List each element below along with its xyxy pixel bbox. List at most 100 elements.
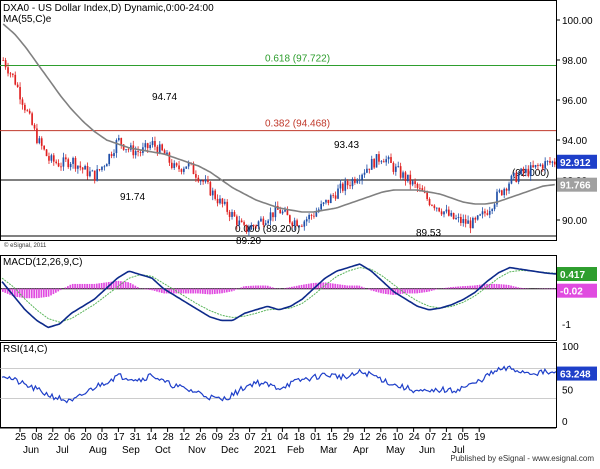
candle-body [229, 212, 231, 217]
candle-body [243, 222, 245, 225]
x-day-label: 21 [261, 432, 273, 443]
macd-histogram-bar [185, 289, 187, 294]
macd-histogram-bar [346, 285, 348, 288]
macd-histogram-bar [2, 289, 4, 292]
macd-histogram-bar [330, 283, 332, 289]
macd-histogram-bar [265, 286, 267, 289]
candle-body [554, 162, 556, 165]
candle-body [359, 180, 361, 181]
macd-histogram-bar [428, 289, 430, 292]
macd-histogram-bar [363, 288, 365, 289]
macd-histogram-bar [450, 287, 452, 289]
candle-body [181, 169, 183, 172]
candle-body [308, 215, 310, 219]
candle-body [236, 216, 238, 225]
macd-panel: -10.417-0.02 [0, 264, 597, 331]
macd-histogram-bar [41, 289, 43, 298]
macd-histogram-bar [467, 286, 469, 289]
macd-histogram-bar [55, 289, 57, 293]
panels [0, 1, 557, 429]
candle-body [200, 180, 202, 181]
macd-histogram-bar [219, 289, 221, 294]
candle-body [36, 128, 38, 143]
macd-histogram-bar [469, 286, 471, 289]
macd-histogram-bar [301, 285, 303, 289]
rsi-y-tick-label-50: 50 [562, 386, 574, 397]
candle-body [125, 149, 127, 150]
macd-histogram-bar [455, 287, 457, 289]
candle-body [258, 221, 260, 226]
rsi-line [2, 366, 556, 402]
macd-histogram-bar [45, 289, 47, 297]
macd-histogram-bar [269, 287, 271, 289]
macd-histogram-bar [255, 286, 257, 289]
macd-histogram-bar [180, 289, 182, 294]
candle-body [376, 154, 378, 167]
candle-body [135, 151, 137, 155]
candle-body [113, 153, 115, 156]
macd-histogram-bar [98, 283, 100, 288]
candle-body [101, 167, 103, 170]
candle-body [284, 210, 286, 212]
macd-histogram-bar [448, 287, 450, 288]
macd-histogram-bar [79, 284, 81, 289]
macd-histogram-bar [431, 289, 433, 291]
copyright-label: © eSignal, 2011 [4, 242, 47, 249]
macd-histogram-bar [81, 284, 83, 289]
candle-body [479, 214, 481, 215]
macd-histogram-bar [462, 286, 464, 289]
macd-histogram-bar [195, 289, 197, 294]
x-day-label: 17 [113, 432, 125, 443]
macd-histogram-bar [228, 289, 230, 292]
macd-histogram-bar [491, 284, 493, 289]
candle-body [511, 176, 513, 184]
x-day-label: 09 [212, 432, 224, 443]
candle-body [118, 138, 120, 140]
macd-histogram-bar [477, 285, 479, 289]
x-month-label: Jun [419, 445, 435, 456]
macd-histogram-bar [332, 283, 334, 288]
price-panel: 90.0092.0094.0096.0098.00100.0094.7491.7… [2, 16, 597, 247]
candle-body [60, 166, 62, 167]
macd-histogram-bar [214, 289, 216, 294]
x-month-label: Apr [353, 445, 369, 456]
macd-histogram-bar [436, 289, 438, 290]
macd-histogram-bar [460, 286, 462, 288]
macd-histogram-bar [424, 289, 426, 293]
macd-histogram-bar [342, 285, 344, 289]
macd-histogram-bar [551, 289, 553, 290]
x-day-label: 15 [327, 432, 339, 443]
candle-body [542, 165, 544, 169]
candle-body [347, 181, 349, 185]
candle-body [197, 178, 199, 182]
candle-body [552, 162, 554, 163]
candle-body [446, 210, 448, 212]
candle-body [120, 138, 122, 144]
candle-body [513, 173, 515, 176]
candle-body [405, 172, 407, 181]
candle-body [356, 181, 358, 183]
candle-body [330, 195, 332, 203]
macd-histogram-bar [72, 284, 74, 289]
candle-body [400, 166, 402, 178]
macd-histogram-bar [207, 289, 209, 295]
macd-histogram-bar [24, 289, 26, 298]
macd-histogram-bar [308, 284, 310, 289]
macd-histogram-bar [274, 288, 276, 289]
macd-histogram-bar [69, 285, 71, 289]
candle-body [294, 220, 296, 225]
candle-body [205, 180, 207, 182]
macd-histogram-bar [373, 289, 375, 291]
x-day-label: 05 [458, 432, 470, 443]
macd-panel-frame [1, 256, 557, 341]
candle-body [378, 154, 380, 162]
macd-histogram-bar [48, 289, 50, 297]
candle-body [311, 215, 313, 216]
x-month-label: Aug [89, 445, 107, 456]
macd-histogram-bar [4, 289, 6, 293]
candle-body [279, 210, 281, 214]
ma-value-label: 91.766 [560, 181, 591, 192]
x-month-label: May [386, 445, 405, 456]
macd-histogram-bar [86, 284, 88, 289]
candle-body [241, 221, 243, 223]
